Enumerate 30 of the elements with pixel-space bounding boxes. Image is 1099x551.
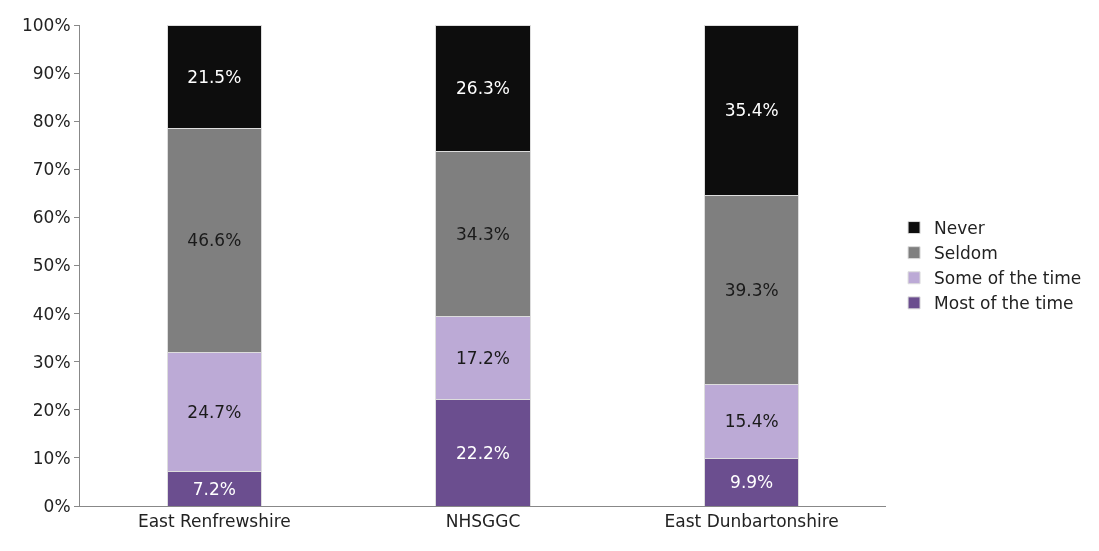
data-label: 9.9% <box>730 472 774 493</box>
y-tick-label: 10% <box>32 447 71 468</box>
legend-label: Some of the time <box>934 268 1082 289</box>
y-tick-label: 60% <box>32 207 71 228</box>
y-tick-label: 70% <box>32 159 71 180</box>
data-label: 21.5% <box>187 66 242 87</box>
data-label: 39.3% <box>724 279 779 300</box>
data-label: 22.2% <box>455 442 511 463</box>
data-label: 24.7% <box>187 401 242 422</box>
y-tick-label: 80% <box>32 111 71 132</box>
data-label: 34.3% <box>455 223 511 244</box>
legend-label: Seldom <box>934 243 998 264</box>
y-tick-label: 90% <box>32 63 71 84</box>
x-tick-label: East Dunbartonshire <box>664 511 839 532</box>
y-tick-label: 30% <box>32 351 71 372</box>
data-label: 26.3% <box>455 78 511 99</box>
y-tick-label: 40% <box>32 303 71 324</box>
legend-label: Never <box>934 218 985 239</box>
data-label: 7.2% <box>192 478 236 499</box>
y-tick-label: 20% <box>32 399 71 420</box>
x-tick-label: East Renfrewshire <box>137 511 291 532</box>
data-label: 15.4% <box>724 411 779 432</box>
x-tick-label: NHSGGC <box>445 511 521 532</box>
data-label: 17.2% <box>455 347 511 368</box>
y-tick-label: 50% <box>32 255 71 276</box>
legend-label: Most of the time <box>934 293 1074 314</box>
data-label: 46.6% <box>187 230 242 251</box>
y-tick-label: 0% <box>43 495 71 516</box>
data-label: 35.4% <box>724 100 779 121</box>
y-tick-label: 100% <box>21 14 71 35</box>
